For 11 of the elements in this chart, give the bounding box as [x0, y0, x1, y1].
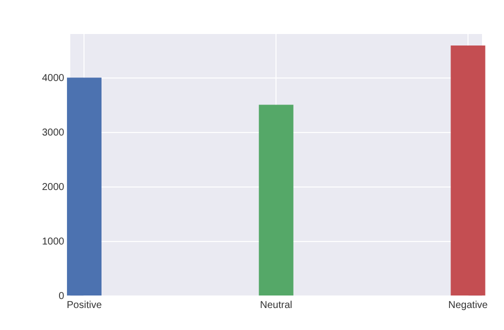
y-tick-label: 3000 — [42, 127, 65, 138]
y-tick-label: 4000 — [42, 72, 65, 84]
bar — [66, 78, 102, 296]
y-tick-label: 1000 — [42, 236, 65, 248]
x-tick-label: Neutral — [260, 300, 292, 311]
y-tick-label: 2000 — [42, 182, 65, 193]
x-tick-label: Positive — [66, 300, 102, 311]
y-tick-label: 0 — [58, 290, 65, 302]
x-tick-label: Negative — [448, 300, 488, 311]
bar — [450, 45, 486, 296]
bar — [258, 104, 294, 296]
